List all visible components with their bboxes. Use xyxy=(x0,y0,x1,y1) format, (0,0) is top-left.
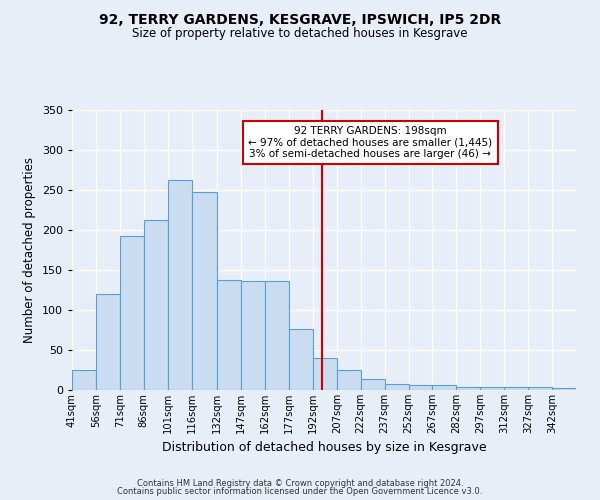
Bar xyxy=(481,387,504,390)
Bar xyxy=(289,329,313,390)
Bar xyxy=(96,294,120,390)
Bar xyxy=(313,358,337,390)
Bar xyxy=(504,387,528,390)
Y-axis label: Number of detached properties: Number of detached properties xyxy=(23,157,36,343)
Bar xyxy=(120,236,144,390)
Bar xyxy=(191,192,217,390)
Bar xyxy=(457,387,481,390)
Text: 92 TERRY GARDENS: 198sqm
← 97% of detached houses are smaller (1,445)
3% of semi: 92 TERRY GARDENS: 198sqm ← 97% of detach… xyxy=(248,126,493,159)
Text: Size of property relative to detached houses in Kesgrave: Size of property relative to detached ho… xyxy=(132,28,468,40)
Bar xyxy=(144,220,167,390)
Bar xyxy=(337,370,361,390)
Text: Contains HM Land Registry data © Crown copyright and database right 2024.: Contains HM Land Registry data © Crown c… xyxy=(137,478,463,488)
Bar xyxy=(167,180,191,390)
Text: 92, TERRY GARDENS, KESGRAVE, IPSWICH, IP5 2DR: 92, TERRY GARDENS, KESGRAVE, IPSWICH, IP… xyxy=(99,12,501,26)
Bar xyxy=(552,388,576,390)
Bar xyxy=(241,281,265,390)
Bar xyxy=(433,385,457,390)
X-axis label: Distribution of detached houses by size in Kesgrave: Distribution of detached houses by size … xyxy=(161,442,487,454)
Bar xyxy=(409,385,433,390)
Bar xyxy=(528,387,552,390)
Text: Contains public sector information licensed under the Open Government Licence v3: Contains public sector information licen… xyxy=(118,487,482,496)
Bar xyxy=(361,379,385,390)
Bar xyxy=(385,384,409,390)
Bar xyxy=(217,280,241,390)
Bar xyxy=(265,281,289,390)
Bar xyxy=(72,370,96,390)
